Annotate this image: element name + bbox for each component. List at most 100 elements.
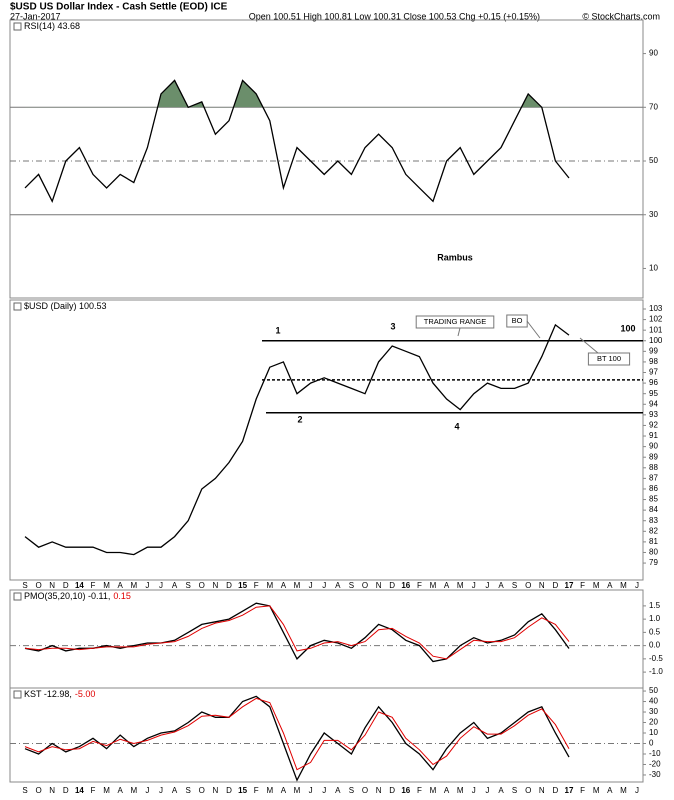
y-tick-label: 97 — [649, 368, 658, 377]
y-tick-label: -30 — [649, 770, 661, 779]
y-tick-label: 70 — [649, 102, 658, 111]
x-tick-label: O — [199, 581, 205, 590]
x-tick-label: J — [159, 786, 163, 795]
x-tick-label: A — [281, 786, 287, 795]
annotation-box — [587, 352, 631, 366]
x-tick-label: M — [266, 786, 273, 795]
y-tick-label: 88 — [649, 463, 658, 472]
y-tick-label: 93 — [649, 410, 658, 419]
x-tick-label: N — [49, 786, 55, 795]
y-tick-label: 1.0 — [649, 614, 661, 623]
x-tick-label: A — [498, 786, 504, 795]
series-line — [24, 605, 570, 660]
y-tick-label: 83 — [649, 516, 658, 525]
x-tick-label: M — [266, 581, 273, 590]
x-tick-label: F — [91, 581, 96, 590]
y-tick-label: 79 — [649, 558, 658, 567]
x-tick-label: O — [199, 786, 205, 795]
y-tick-label: -10 — [649, 749, 661, 758]
legend-icon — [13, 592, 22, 601]
x-tick-label: M — [457, 581, 464, 590]
x-tick-label: J — [309, 581, 313, 590]
x-tick-label: M — [130, 786, 137, 795]
x-tick-label: F — [417, 786, 422, 795]
y-tick-label: 91 — [649, 431, 658, 440]
x-tick-label: S — [349, 786, 354, 795]
y-tick-label: 90 — [649, 442, 658, 451]
y-tick-label: 95 — [649, 389, 658, 398]
annotation: 100 — [620, 323, 635, 333]
quote: Open 100.51 High 100.81 Low 100.31 Close… — [249, 11, 540, 21]
x-tick-label: A — [607, 786, 613, 795]
x-tick-label: D — [63, 581, 69, 590]
x-tick-label: M — [103, 786, 110, 795]
legend-entry: 0.15 — [113, 591, 131, 601]
y-tick-label: 102 — [649, 315, 663, 324]
x-tick-label: M — [593, 786, 600, 795]
x-tick-label: A — [118, 581, 124, 590]
y-tick-label: 86 — [649, 484, 658, 493]
x-tick-label: F — [254, 786, 259, 795]
x-tick-label: M — [620, 786, 627, 795]
legend-icon — [13, 302, 22, 311]
x-tick-label: F — [580, 581, 585, 590]
x-tick-label: D — [226, 786, 232, 795]
y-tick-label: 30 — [649, 210, 658, 219]
x-tick-label: O — [362, 581, 368, 590]
x-tick-label: F — [417, 581, 422, 590]
legend-entry: PMO(35,20,10) -0.11, — [24, 591, 110, 601]
source: © StockCharts.com — [582, 11, 660, 21]
x-tick-label: M — [593, 581, 600, 590]
x-tick-label: A — [172, 581, 178, 590]
x-tick-label: D — [226, 581, 232, 590]
x-tick-label: N — [539, 786, 545, 795]
y-tick-label: 20 — [649, 718, 658, 727]
legend-entry: KST -12.98, — [24, 689, 72, 699]
x-tick-label: 14 — [75, 581, 84, 590]
x-tick-label: D — [389, 581, 395, 590]
x-tick-label: O — [525, 581, 531, 590]
annotation: 4 — [454, 421, 459, 431]
x-tick-label: N — [376, 786, 382, 795]
annotation-pointer — [457, 320, 599, 354]
y-tick-label: 98 — [649, 357, 658, 366]
x-tick-label: A — [118, 786, 124, 795]
y-tick-label: 82 — [649, 526, 658, 535]
x-tick-label: D — [553, 786, 559, 795]
x-tick-label: A — [172, 786, 178, 795]
y-tick-label: -20 — [649, 760, 661, 769]
x-tick-label: F — [580, 786, 585, 795]
y-tick-label: 85 — [649, 495, 658, 504]
x-tick-label: S — [512, 786, 517, 795]
series-line — [24, 323, 570, 556]
x-tick-label: J — [635, 581, 639, 590]
y-tick-label: 0.5 — [649, 627, 661, 636]
x-tick-label: M — [430, 786, 437, 795]
legend-icon — [13, 22, 22, 31]
y-tick-label: 103 — [649, 304, 663, 313]
x-tick-label: J — [322, 581, 326, 590]
y-tick-label: 30 — [649, 707, 658, 716]
x-tick-label: A — [281, 581, 287, 590]
series-line — [24, 695, 570, 782]
x-tick-label: J — [485, 581, 489, 590]
y-tick-label: 40 — [649, 697, 658, 706]
y-tick-label: 101 — [649, 325, 663, 334]
y-tick-label: 90 — [649, 49, 658, 58]
x-tick-label: N — [376, 581, 382, 590]
x-tick-label: M — [620, 581, 627, 590]
y-tick-label: 94 — [649, 399, 658, 408]
annotation: BO — [512, 316, 523, 325]
legend: RSI(14) 43.68 — [24, 21, 80, 31]
x-tick-label: O — [35, 786, 41, 795]
x-tick-label: A — [335, 786, 341, 795]
x-tick-label: F — [254, 581, 259, 590]
x-tick-label: J — [635, 786, 639, 795]
x-tick-label: M — [294, 786, 301, 795]
y-tick-label: 99 — [649, 346, 658, 355]
x-tick-label: 16 — [401, 786, 410, 795]
x-tick-label: J — [472, 581, 476, 590]
date: 27-Jan-2017 — [10, 11, 61, 21]
